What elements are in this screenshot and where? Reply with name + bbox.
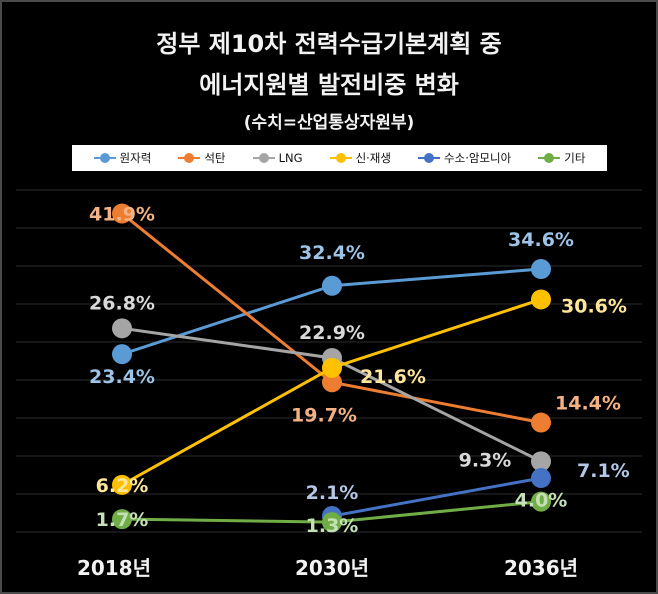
legend-label: 기타	[564, 151, 586, 165]
data-label: 19.7%	[291, 404, 357, 426]
legend-item: 원자력	[93, 150, 152, 166]
legend-label: 원자력	[119, 151, 152, 165]
legend-item: 수소·암모니아	[418, 150, 511, 166]
legend-item: LNG	[252, 151, 303, 165]
data-point	[531, 468, 551, 489]
data-point	[112, 509, 132, 530]
legend-swatch	[252, 153, 275, 163]
data-label: 9.3%	[459, 449, 512, 471]
chart-title-line2: 에너지원별 발전비중 변화	[199, 71, 459, 99]
data-label: 14.4%	[555, 393, 621, 415]
data-label: 2.1%	[306, 482, 359, 504]
data-point	[531, 259, 551, 280]
data-label: 1.3%	[306, 515, 359, 537]
data-label: 7.1%	[577, 460, 630, 482]
data-point	[112, 203, 132, 224]
data-point	[531, 289, 551, 310]
data-label: 41.9%	[89, 204, 155, 226]
legend-label: 수소·암모니아	[444, 151, 512, 165]
legend-label: 신·재생	[355, 151, 391, 165]
data-point	[322, 275, 342, 296]
data-point	[112, 474, 132, 495]
data-label: 21.6%	[360, 366, 426, 388]
data-point	[322, 357, 342, 378]
data-point	[112, 344, 132, 365]
chart-subtitle: (수치=산업통상자원부)	[243, 113, 415, 133]
legend-label: LNG	[278, 151, 303, 165]
data-point	[322, 512, 342, 533]
data-label: 23.4%	[89, 366, 155, 388]
data-label: 1.7%	[96, 509, 149, 531]
x-tick-label: 2036년	[503, 556, 579, 580]
legend-item: 신·재생	[329, 150, 391, 166]
legend-swatch	[178, 153, 201, 163]
legend-item: 기타	[538, 150, 585, 166]
legend-swatch	[93, 153, 116, 163]
series-line	[331, 476, 542, 518]
data-label: 4.0%	[515, 490, 568, 512]
legend-swatch	[329, 153, 352, 163]
chart-title-line1: 정부 제10차 전력수급기본계획 중	[156, 30, 502, 58]
x-tick-label: 2030년	[294, 556, 370, 580]
data-point	[112, 318, 132, 339]
legend-swatch	[538, 153, 561, 163]
data-point	[531, 491, 551, 512]
data-label: 26.8%	[89, 292, 155, 314]
data-label: 34.6%	[508, 229, 574, 251]
data-label: 32.4%	[299, 242, 365, 264]
legend-label: 석탄	[204, 151, 226, 165]
data-point	[322, 372, 342, 393]
x-tick-label: 2018년	[76, 556, 152, 580]
data-point	[531, 412, 551, 433]
legend-item: 석탄	[178, 150, 226, 166]
data-label: 22.9%	[299, 322, 365, 344]
legend-swatch	[418, 153, 441, 163]
data-label: 6.2%	[96, 475, 149, 497]
data-point	[531, 451, 551, 472]
chart-legend: 원자력 석탄 LNG 신·재생 수소·암모니아 기타	[72, 145, 607, 171]
data-label: 30.6%	[561, 295, 627, 317]
